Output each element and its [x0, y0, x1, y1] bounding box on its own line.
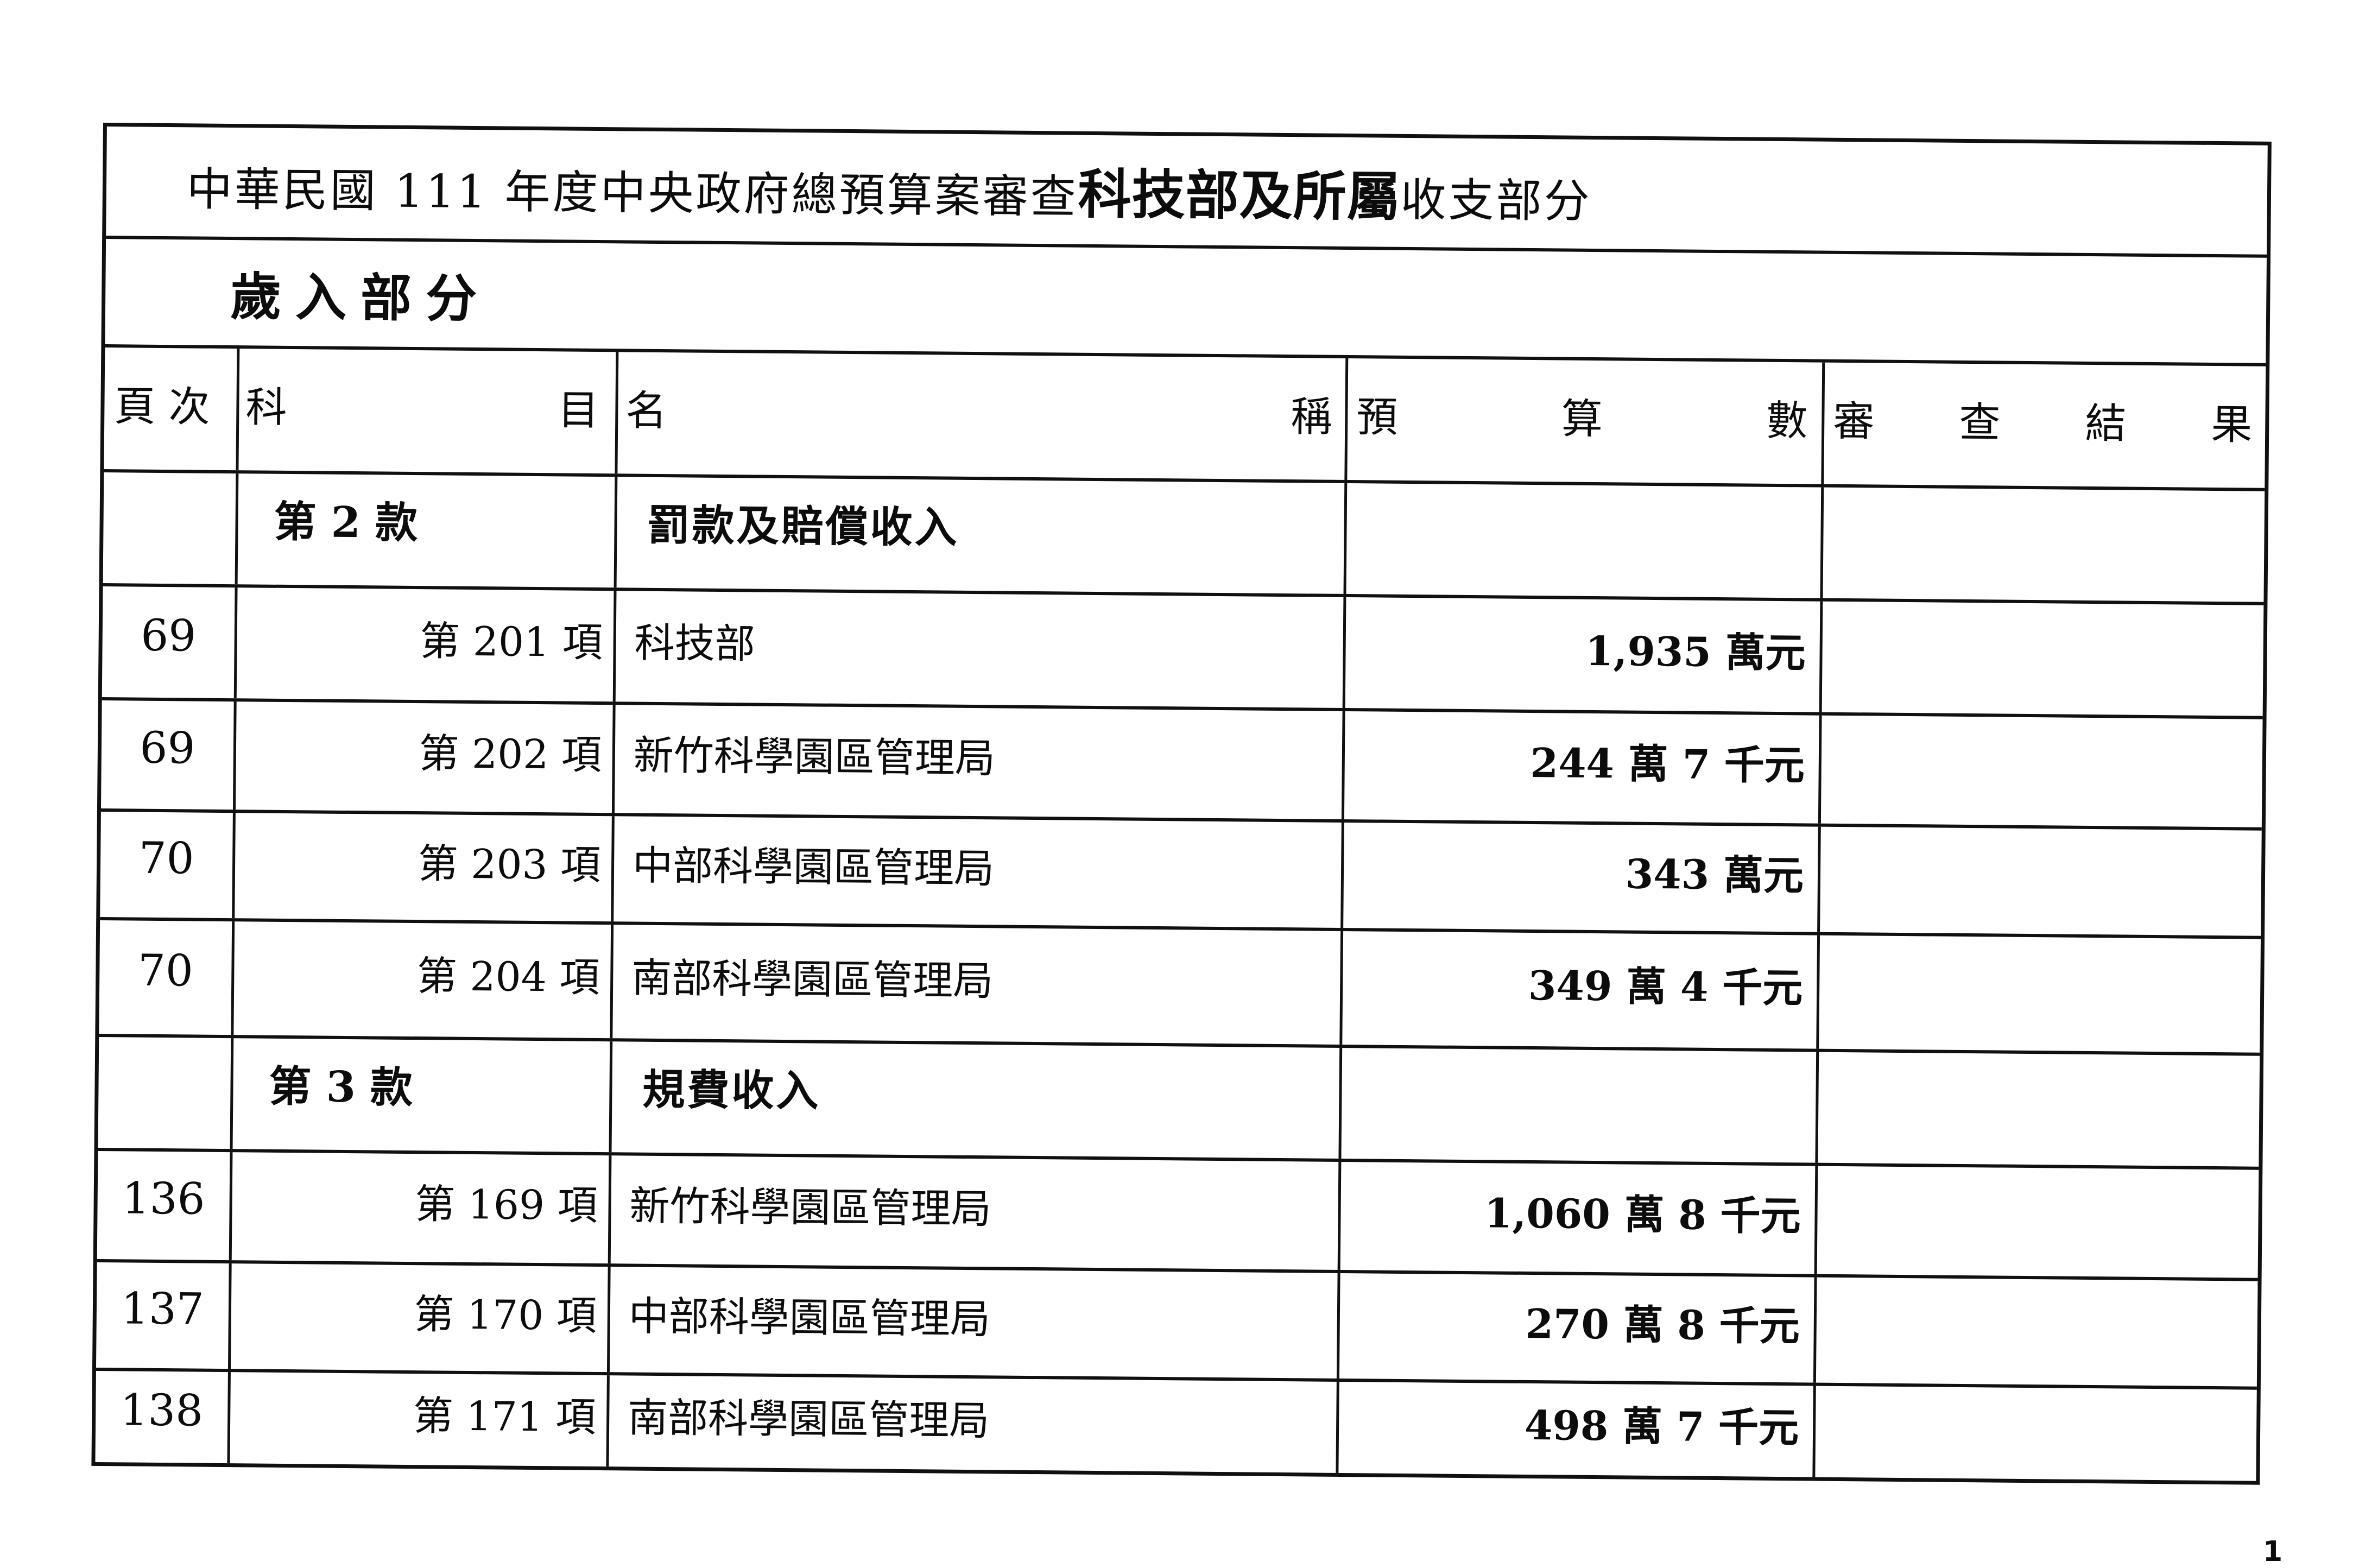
page-cell: 137	[96, 1262, 232, 1369]
page-cell: 69	[102, 586, 238, 699]
table-row-1: 第 2 款罰款及賠償收入	[103, 472, 2265, 605]
item-cell: 第 2 款	[237, 473, 618, 588]
budget-cell: 270 萬 8 千元	[1339, 1273, 1817, 1383]
name-cell: 中部科學園區管理局	[614, 816, 1344, 928]
page-cell	[98, 1036, 234, 1149]
budget-cell: 498 萬 7 千元	[1338, 1381, 1816, 1477]
review-cell	[1821, 716, 2263, 827]
column-header-name: 名稱	[617, 352, 1349, 480]
review-cell	[1820, 827, 2262, 936]
page-number: 1	[2263, 1535, 2283, 1568]
table-row-8: 137 第 170 項中部科學園區管理局 270 萬 8 千元	[96, 1262, 2258, 1390]
table-row-6: 第 3 款規費收入	[98, 1036, 2260, 1170]
review-cell	[1818, 1052, 2260, 1167]
table-row-4: 70 第 203 項中部科學園區管理局 343 萬元	[100, 812, 2262, 939]
page-cell: 70	[100, 812, 236, 919]
column-header-page: 頁 次	[104, 347, 240, 471]
table-row-2: 69 第 201 項科技部 1,935 萬元	[102, 586, 2264, 719]
page-cell	[103, 472, 239, 585]
item-cell: 第 3 款	[232, 1038, 613, 1153]
budget-cell: 1,060 萬 8 千元	[1340, 1161, 1818, 1274]
review-cell	[1819, 935, 2261, 1053]
review-cell	[1815, 1386, 2256, 1481]
name-cell: 南部科學園區管理局	[612, 925, 1344, 1045]
item-cell: 第 201 項	[236, 587, 617, 702]
title-prefix: 中華民國 111 年度中央政府總預算案審查	[186, 162, 1079, 224]
page-cell: 136	[97, 1150, 233, 1261]
title-emphasis: 科技部及所屬	[1078, 163, 1401, 229]
table-row-7: 136 第 169 項新竹科學園區管理局 1,060 萬 8 千元	[97, 1150, 2259, 1281]
item-cell: 第 171 項	[230, 1372, 610, 1467]
name-cell: 規費收入	[611, 1041, 1343, 1159]
table-row-5: 70 第 204 項南部科學園區管理局 349 萬 4 千元	[99, 920, 2261, 1056]
column-header-review: 審查結果	[1832, 396, 2253, 449]
page-cell: 70	[99, 920, 235, 1035]
name-cell: 新竹科學園區管理局	[614, 705, 1345, 819]
document-title-row: 中華民國 111 年度中央政府總預算案審查科技部及所屬收支部分	[106, 127, 2268, 258]
budget-cell	[1341, 1047, 1819, 1163]
section-heading: 歲入部分	[230, 267, 491, 330]
budget-review-table: 中華民國 111 年度中央政府總預算案審查科技部及所屬收支部分 歲入部分 頁 次…	[91, 123, 2272, 1485]
item-cell: 第 203 項	[235, 813, 615, 922]
budget-cell: 1,935 萬元	[1345, 597, 1823, 712]
name-cell: 中部科學園區管理局	[609, 1267, 1340, 1379]
page-cell: 69	[100, 700, 237, 810]
title-suffix: 收支部分	[1400, 173, 1592, 228]
name-cell: 新竹科學園區管理局	[610, 1155, 1342, 1270]
name-cell: 科技部	[615, 591, 1346, 709]
column-header-budget: 預算數	[1347, 358, 1825, 484]
table-body: 第 2 款罰款及賠償收入 69 第 201 項科技部 1,935 萬元 69 第 202 …	[95, 472, 2265, 1481]
table-row-3: 69 第 202 項新竹科學園區管理局 244 萬 7 千元	[100, 700, 2263, 831]
item-cell: 第 204 項	[233, 921, 614, 1039]
budget-cell: 349 萬 4 千元	[1342, 931, 1820, 1049]
section-heading-row: 歲入部分	[105, 239, 2267, 366]
budget-cell: 244 萬 7 千元	[1344, 711, 1822, 824]
table-row-9: 138 第 171 項南部科學園區管理局 498 萬 7 千元	[95, 1370, 2256, 1481]
item-cell: 第 202 項	[235, 701, 616, 813]
budget-cell	[1346, 483, 1824, 598]
document-title: 中華民國 111 年度中央政府總預算案審查科技部及所屬收支部分	[186, 143, 1592, 233]
review-cell	[1817, 1166, 2259, 1278]
column-header-item: 科目	[238, 349, 619, 474]
table-header-row: 頁 次科目名稱預算數審查結果	[104, 347, 2266, 491]
name-cell: 罰款及賠償收入	[616, 477, 1348, 595]
name-cell: 南部科學園區管理局	[609, 1375, 1339, 1473]
review-cell	[1823, 488, 2265, 602]
item-cell: 第 170 項	[230, 1263, 611, 1373]
review-cell	[1816, 1278, 2258, 1387]
budget-cell: 343 萬元	[1343, 822, 1821, 932]
item-cell: 第 169 項	[231, 1152, 612, 1264]
review-cell	[1822, 602, 2264, 716]
page-cell: 138	[95, 1370, 231, 1464]
